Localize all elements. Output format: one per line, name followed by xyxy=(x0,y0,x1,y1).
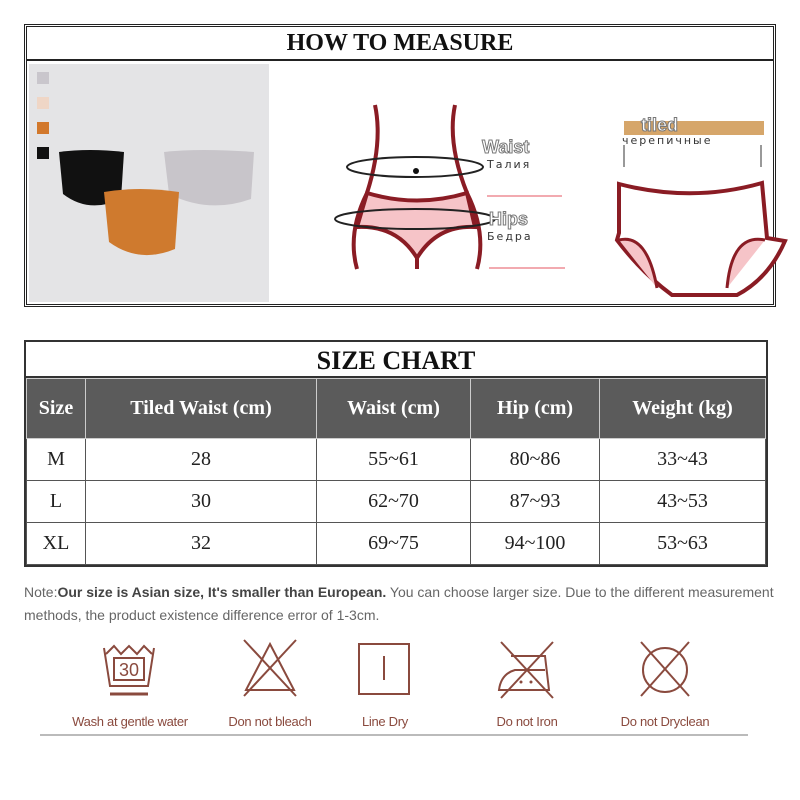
header-cell: Weight (kg) xyxy=(599,378,766,439)
care-label: Line Dry xyxy=(361,714,408,729)
table-cell: M xyxy=(26,438,86,481)
care-label: Don not bleach xyxy=(228,714,312,729)
waist-label-ru: Талия xyxy=(487,158,532,171)
hips-label: Hips xyxy=(488,209,529,230)
header-cell: Waist (cm) xyxy=(316,378,471,439)
care-label: Do not Dryclean xyxy=(620,714,710,729)
table-row: XL 32 69~75 94~100 53~63 xyxy=(26,522,766,565)
how-to-measure-panel: HOW TO MEASURE Waist Талия Hips Бедра ti… xyxy=(24,24,788,307)
care-iron: Do not Iron xyxy=(452,638,602,729)
table-cell: 28 xyxy=(85,438,317,481)
hips-label-ru: Бедра xyxy=(487,230,533,243)
product-photo xyxy=(29,64,269,302)
table-cell: 62~70 xyxy=(316,480,471,523)
how-to-measure-title: HOW TO MEASURE xyxy=(27,27,773,61)
care-label: Wash at gentle water xyxy=(72,714,188,729)
table-cell: 30 xyxy=(85,480,317,523)
waist-label: Waist xyxy=(481,137,530,158)
size-chart-title: SIZE CHART xyxy=(26,342,766,378)
header-cell: Tiled Waist (cm) xyxy=(85,378,317,439)
table-cell: 80~86 xyxy=(470,438,600,481)
header-cell: Hip (cm) xyxy=(470,378,600,439)
size-table: Size Tiled Waist (cm) Waist (cm) Hip (cm… xyxy=(26,378,766,565)
table-cell: 32 xyxy=(85,522,317,565)
no-bleach-icon xyxy=(243,639,297,697)
care-line-dry: Line Dry xyxy=(310,638,460,729)
note-bold: Our size is Asian size, It's smaller tha… xyxy=(57,584,387,600)
header-cell: Size xyxy=(26,378,86,439)
size-note: Note:Our size is Asian size, It's smalle… xyxy=(24,581,784,627)
care-wash: 30 Wash at gentle water xyxy=(55,638,205,729)
tiled-label: tiled xyxy=(640,115,679,136)
no-iron-icon xyxy=(497,641,554,699)
table-cell: 87~93 xyxy=(470,480,600,523)
care-label: Do not Iron xyxy=(496,714,558,729)
table-cell: 53~63 xyxy=(599,522,766,565)
note-rest: You can choose larger size. Due to the d… xyxy=(24,584,774,623)
wash-temp: 30 xyxy=(119,660,139,680)
no-dryclean-icon xyxy=(640,641,690,697)
table-row: M 28 55~61 80~86 33~43 xyxy=(26,438,766,481)
divider xyxy=(40,734,748,736)
tiled-label-ru: черепичные xyxy=(622,134,713,147)
size-chart: SIZE CHART Size Tiled Waist (cm) Waist (… xyxy=(24,340,768,567)
table-cell: 43~53 xyxy=(599,480,766,523)
note-prefix: Note: xyxy=(24,584,58,600)
product-photo-illustration xyxy=(37,72,254,256)
wash-30-icon: 30 xyxy=(103,644,155,696)
table-cell: 55~61 xyxy=(316,438,471,481)
table-header-row: Size Tiled Waist (cm) Waist (cm) Hip (cm… xyxy=(26,378,766,439)
table-row: L 30 62~70 87~93 43~53 xyxy=(26,480,766,523)
line-dry-icon xyxy=(358,643,410,695)
table-cell: 33~43 xyxy=(599,438,766,481)
table-cell: L xyxy=(26,480,86,523)
care-bleach: Don not bleach xyxy=(195,638,345,729)
care-dryclean: Do not Dryclean xyxy=(590,638,740,729)
measure-diagram xyxy=(334,104,788,297)
table-cell: 94~100 xyxy=(470,522,600,565)
table-cell: 69~75 xyxy=(316,522,471,565)
table-cell: XL xyxy=(26,522,86,565)
